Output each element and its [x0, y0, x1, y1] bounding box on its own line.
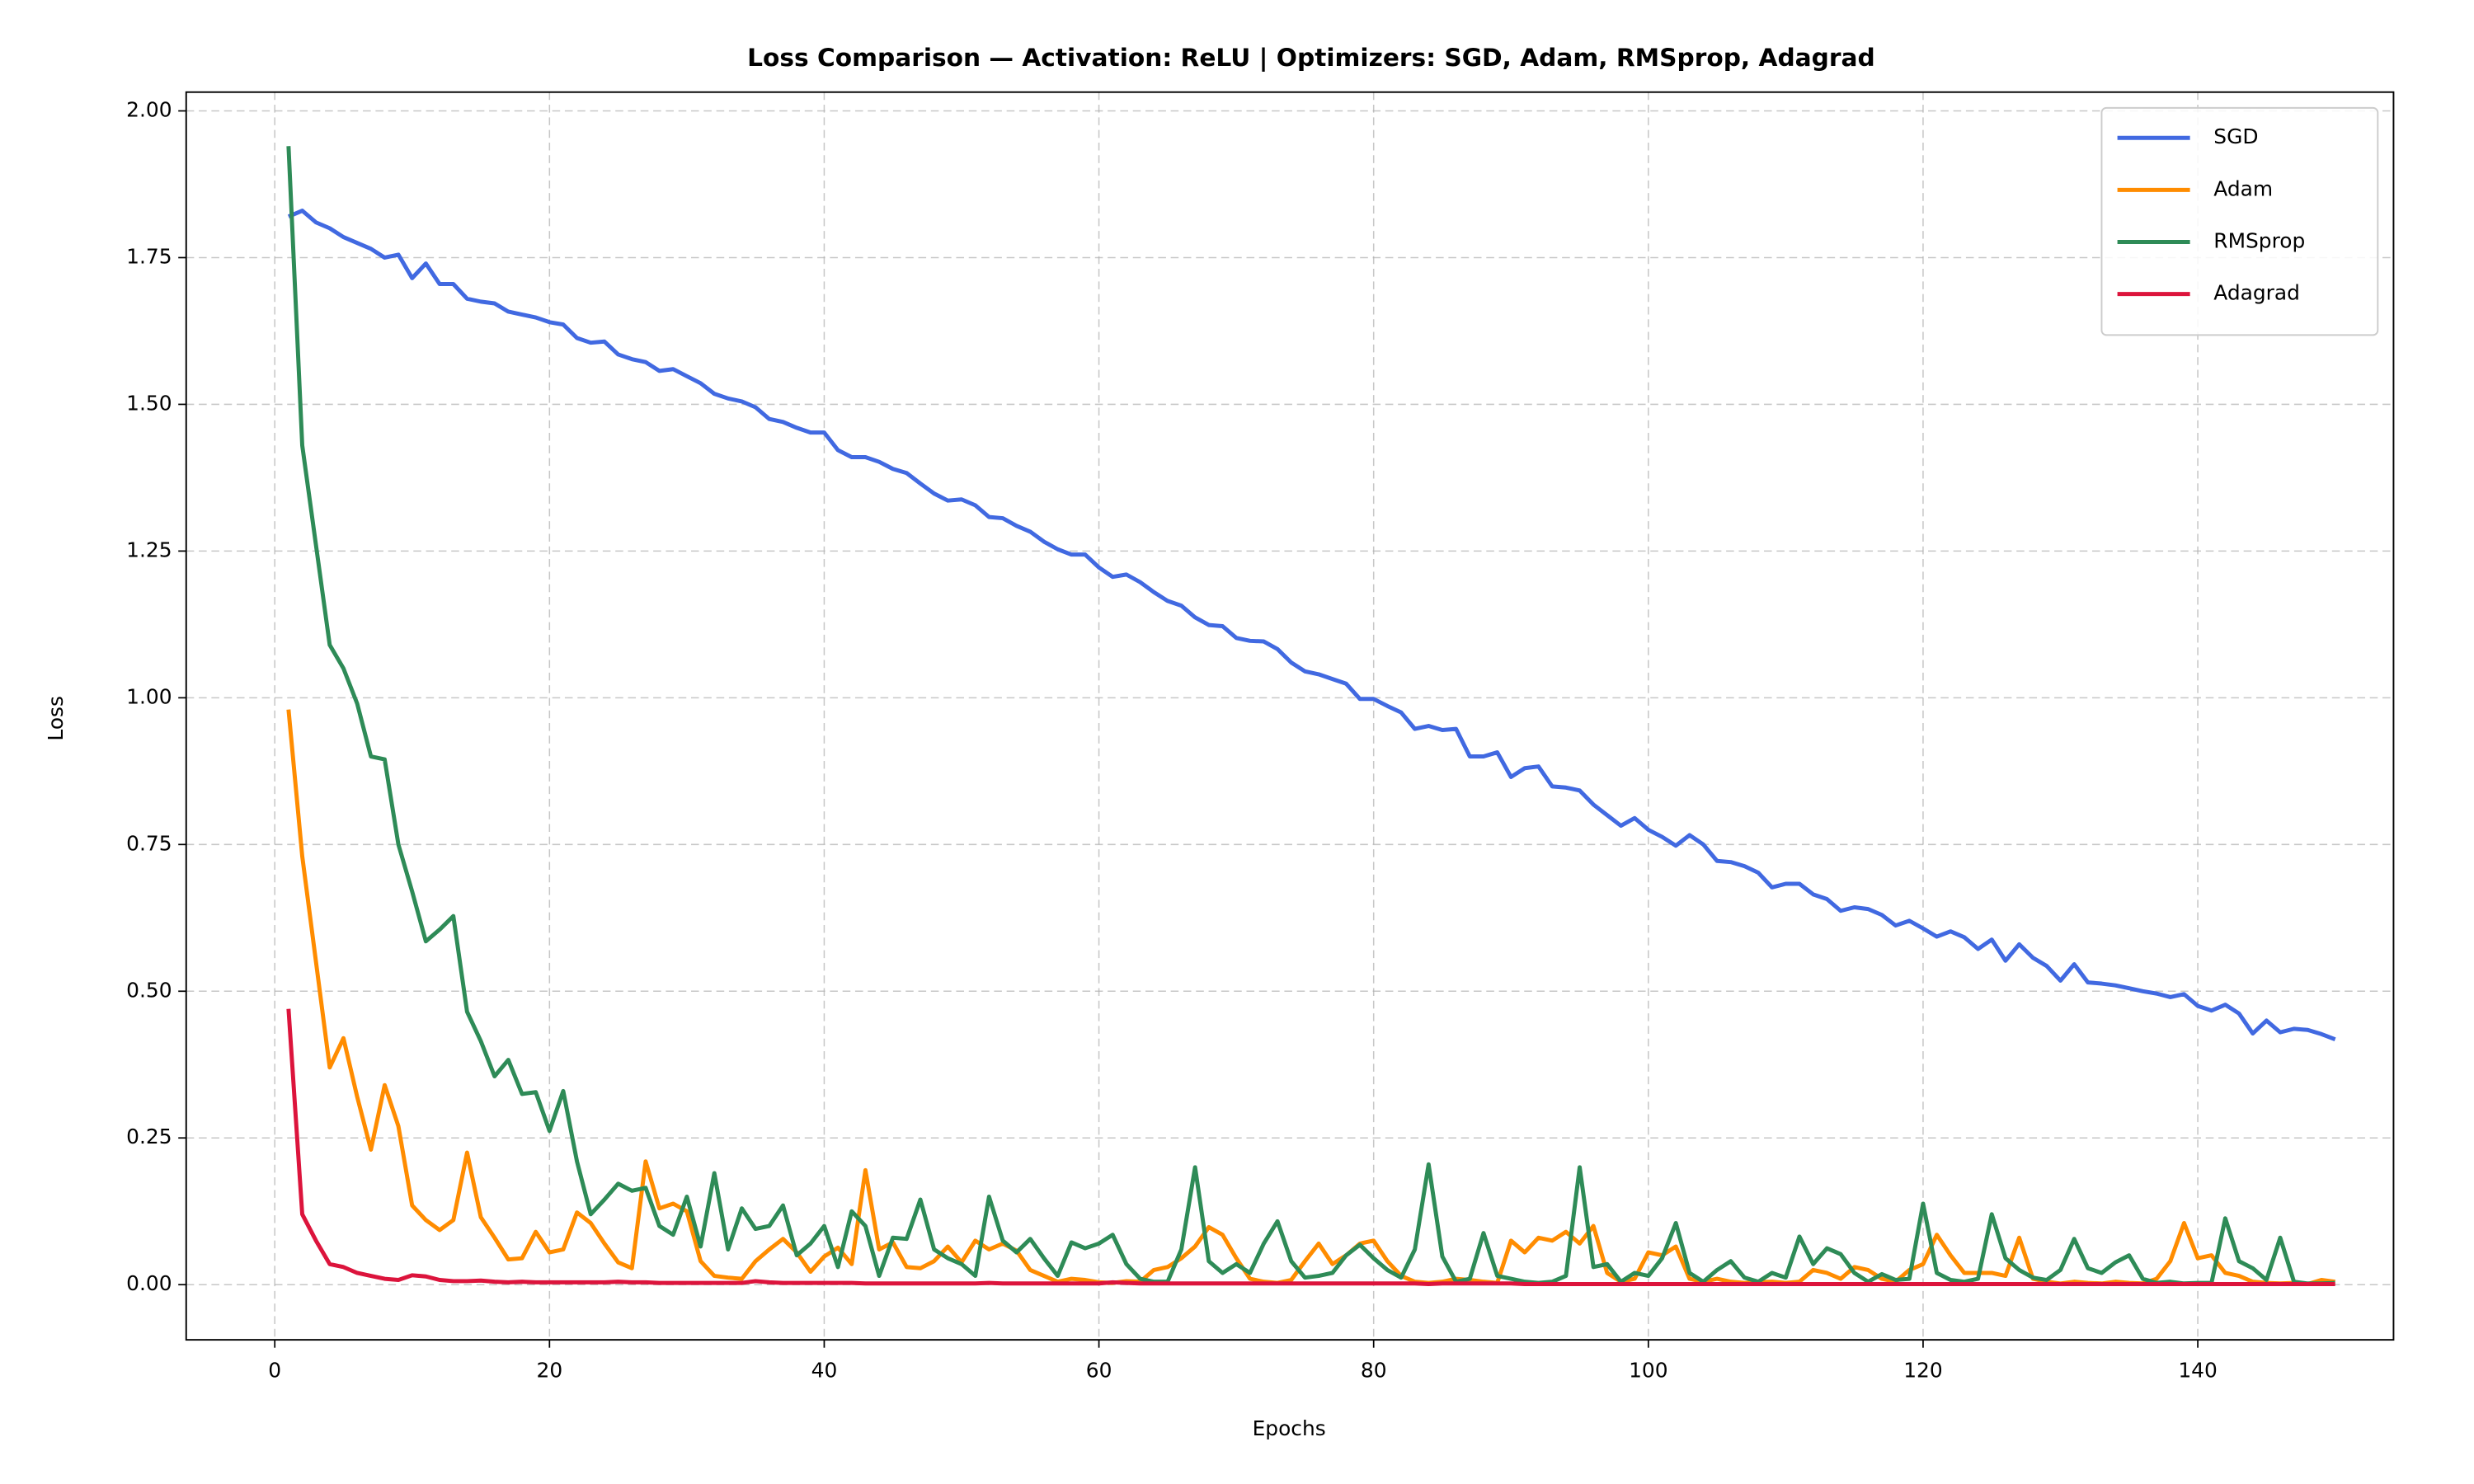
- y-tick-label: 0.75: [126, 831, 172, 855]
- y-tick-label: 2.00: [126, 98, 172, 122]
- x-tick-label: 120: [1903, 1358, 1942, 1382]
- x-axis-label: Epochs: [1253, 1416, 1326, 1440]
- series-line: [286, 146, 2335, 1286]
- x-tick-label: 60: [1086, 1358, 1112, 1382]
- legend-label: Adagrad: [2213, 281, 2300, 305]
- series-line: [286, 709, 2335, 1286]
- series-line: [286, 1008, 2335, 1286]
- x-tick-label: 140: [2178, 1358, 2217, 1382]
- axes-frame: [185, 91, 2395, 1341]
- y-tick-label: 1.50: [126, 391, 172, 415]
- legend-label: RMSprop: [2213, 228, 2305, 252]
- x-tick-label: 100: [1629, 1358, 1667, 1382]
- legend-label: SGD: [2213, 124, 2258, 148]
- legend-box: [2100, 106, 2379, 336]
- legend-label: Adam: [2213, 176, 2273, 200]
- y-axis-label: Loss: [44, 696, 68, 741]
- x-tick-label: 80: [1361, 1358, 1387, 1382]
- x-tick-label: 20: [537, 1358, 563, 1382]
- y-tick-label: 1.75: [126, 244, 172, 268]
- y-tick-label: 0.00: [126, 1271, 172, 1295]
- y-tick-label: 1.00: [126, 684, 172, 708]
- legend: SGD Adam RMSprop Adagrad: [2100, 106, 2379, 336]
- y-tick-label: 1.25: [126, 538, 172, 561]
- chart-title: Loss Comparison — Activation: ReLU | Opt…: [747, 43, 1875, 73]
- x-tick-label: 0: [268, 1358, 281, 1382]
- series-line: [287, 209, 2336, 1041]
- x-tick-label: 40: [811, 1358, 838, 1382]
- y-tick-label: 0.50: [126, 978, 172, 1002]
- plot-lines: [286, 146, 2336, 1286]
- y-tick-label: 0.25: [126, 1125, 172, 1148]
